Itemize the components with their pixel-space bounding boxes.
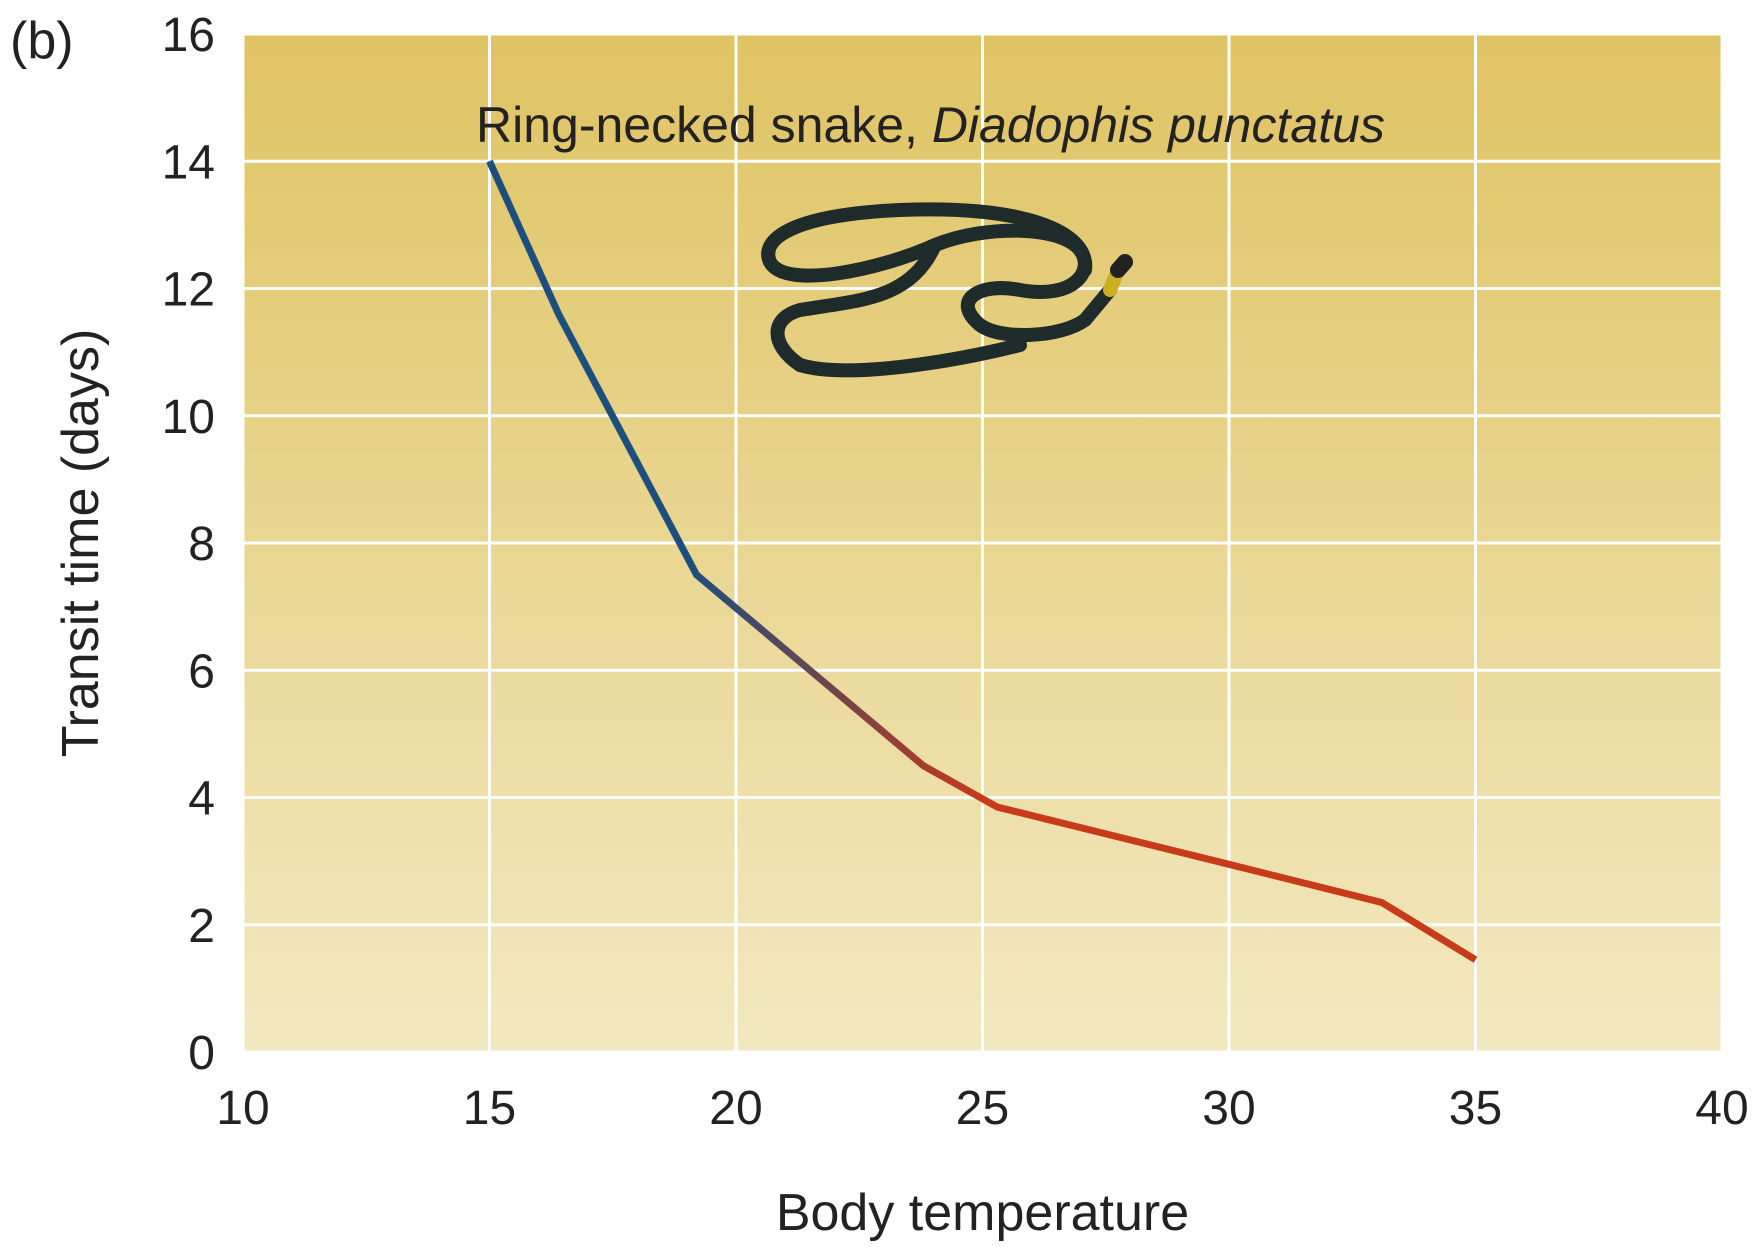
y-tick-label: 12 [162,264,215,317]
x-tick-label: 35 [1449,1082,1502,1135]
panel-label: (b) [10,12,74,70]
snake-illustration [761,202,1133,378]
x-tick-label: 10 [216,1082,269,1135]
data-line [486,159,1478,963]
y-tick-label: 8 [188,518,215,571]
annotation-species: Diadophis punctatus [932,97,1385,153]
y-tick-label: 6 [188,645,215,698]
annotation: Ring-necked snake, Diadophis punctatus [476,97,1385,153]
x-tick-label: 20 [709,1082,762,1135]
annotation-text: Ring-necked snake, [476,97,932,153]
labels: (b) Ring-necked snake, Diadophis punctat… [10,9,1749,1242]
x-tick-label: 30 [1202,1082,1255,1135]
y-axis-label: Transit time (days) [52,329,110,758]
y-tick-label: 0 [188,1027,215,1080]
y-tick-label: 10 [162,391,215,444]
x-tick-label: 40 [1695,1082,1748,1135]
x-tick-label: 25 [956,1082,1009,1135]
y-tick-label: 16 [162,9,215,62]
x-tick-label: 15 [463,1082,516,1135]
y-tick-label: 2 [188,900,215,953]
y-tick-label: 4 [188,773,215,826]
y-tick-label: 14 [162,136,215,189]
x-axis-label: Body temperature [776,1184,1189,1242]
